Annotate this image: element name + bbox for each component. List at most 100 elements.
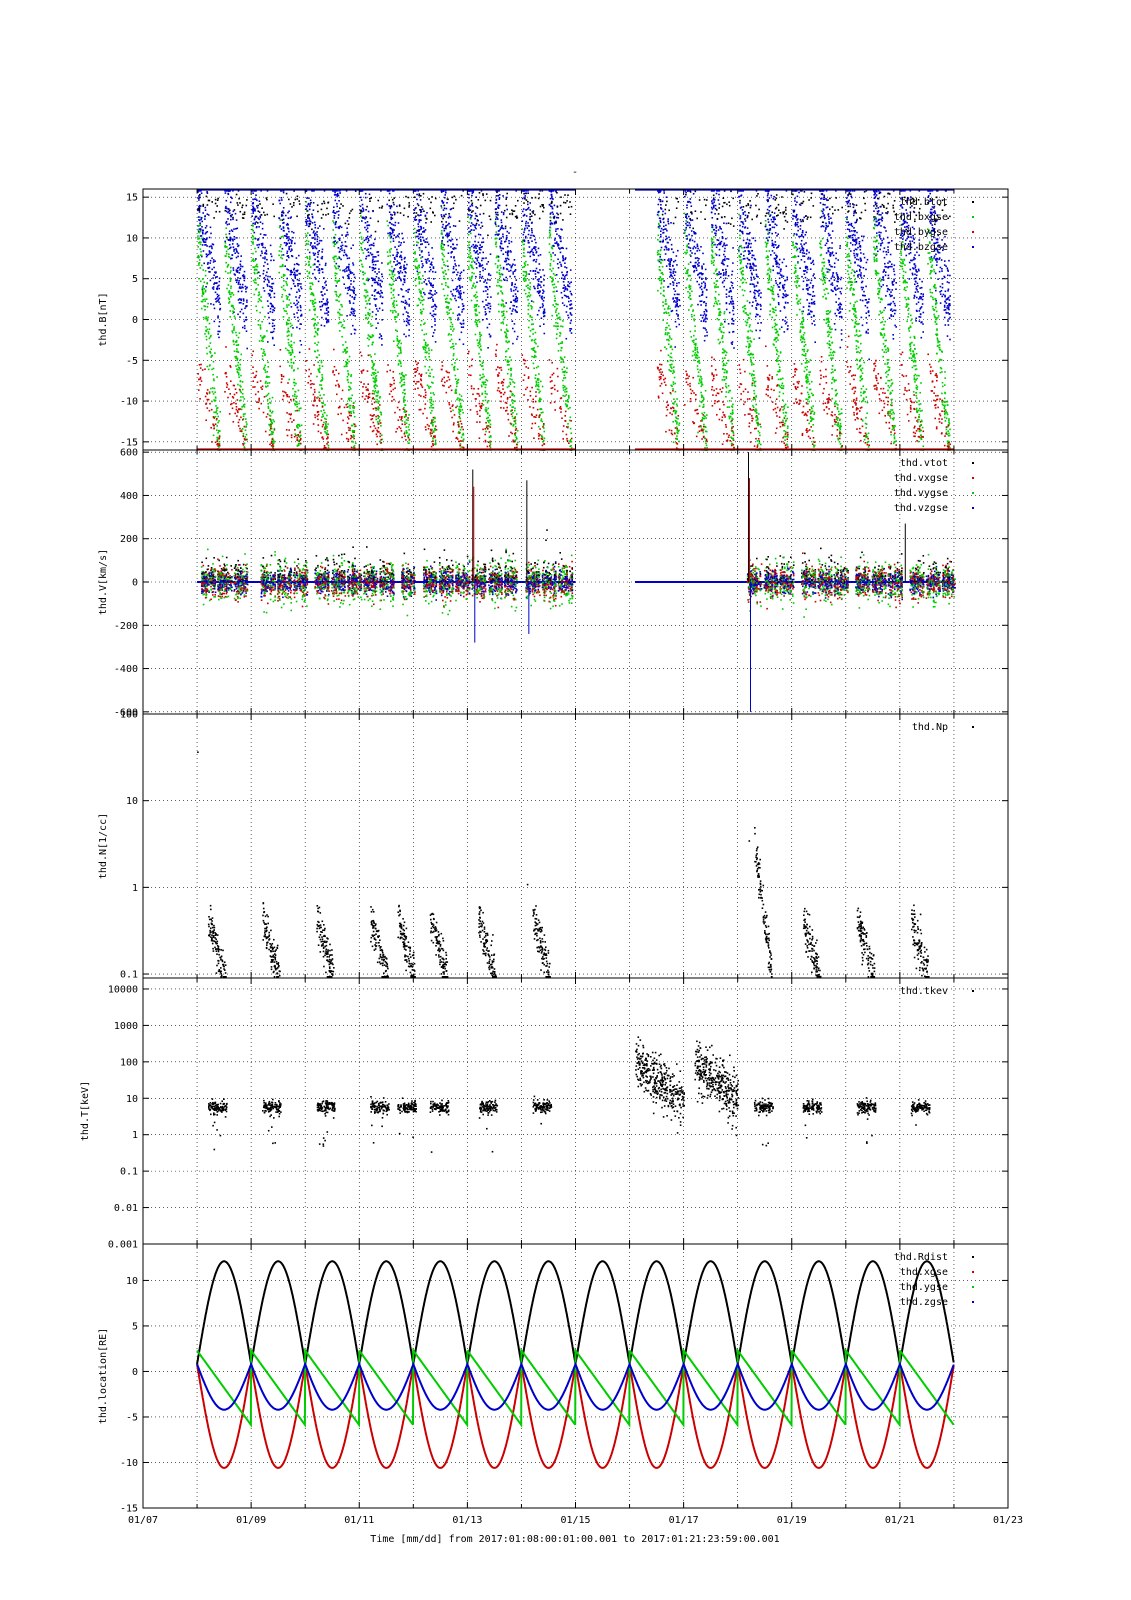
point-bxgse bbox=[401, 374, 404, 377]
point-bxgse bbox=[469, 249, 471, 251]
point-bzgse bbox=[244, 307, 246, 310]
point-bxgse bbox=[429, 375, 431, 378]
point-bxgse bbox=[391, 278, 394, 281]
point-bygse bbox=[242, 418, 244, 421]
point-bzgse bbox=[273, 324, 276, 327]
point-bxgse bbox=[237, 366, 240, 369]
point-bxgse bbox=[440, 244, 443, 246]
point-bxgse bbox=[429, 433, 432, 435]
point-bzgse bbox=[534, 238, 536, 241]
point-bzgse bbox=[282, 226, 285, 228]
point-bxgse bbox=[372, 380, 375, 383]
point-bzgse bbox=[495, 213, 498, 216]
point-bxgse bbox=[311, 292, 313, 294]
point-btot bbox=[402, 214, 405, 217]
point-bzgse bbox=[447, 252, 450, 254]
point-bxgse bbox=[444, 298, 447, 300]
point-bxgse bbox=[521, 241, 524, 243]
point-bzgse bbox=[392, 270, 395, 273]
point-bxgse bbox=[483, 375, 485, 378]
point-bxgse bbox=[232, 310, 234, 312]
point-bzgse bbox=[205, 253, 208, 255]
point-bzgse bbox=[450, 290, 452, 293]
point-bxgse bbox=[206, 318, 208, 320]
point-bzgse bbox=[216, 287, 218, 290]
point-btot bbox=[453, 202, 455, 205]
point-bzgse bbox=[487, 278, 489, 281]
point-bzgse bbox=[408, 298, 411, 300]
point-bxgse bbox=[236, 348, 238, 350]
point-bxgse bbox=[485, 430, 487, 433]
point-bxgse bbox=[290, 353, 292, 356]
point-bxgse bbox=[467, 233, 470, 236]
point-bzgse bbox=[408, 323, 410, 326]
point-bxgse bbox=[468, 250, 471, 252]
point-bygse bbox=[316, 397, 318, 399]
point-bxgse bbox=[470, 264, 473, 267]
point-bygse bbox=[353, 423, 356, 426]
point-bxgse bbox=[211, 387, 214, 389]
point-bxgse bbox=[429, 385, 432, 388]
point-bzgse bbox=[232, 246, 235, 248]
point-bxgse bbox=[513, 423, 515, 426]
point-bzgse bbox=[326, 302, 329, 304]
point-bxgse bbox=[348, 355, 351, 358]
point-bxgse bbox=[456, 383, 458, 385]
point-bxgse bbox=[457, 432, 460, 434]
point-bygse bbox=[289, 417, 292, 420]
point-bxgse bbox=[366, 303, 368, 305]
point-bxgse bbox=[381, 438, 383, 441]
point-bxgse bbox=[233, 308, 236, 310]
point-bygse bbox=[431, 420, 433, 422]
point-bygse bbox=[228, 413, 231, 415]
point-btot bbox=[257, 222, 259, 224]
point-bxgse bbox=[339, 321, 341, 323]
point-bygse bbox=[291, 421, 293, 423]
point-bzgse bbox=[425, 262, 428, 264]
point-bzgse bbox=[204, 241, 207, 243]
point-bzgse bbox=[213, 320, 216, 323]
point-bygse bbox=[235, 392, 238, 394]
point-bygse bbox=[475, 405, 477, 407]
point-bzgse bbox=[369, 247, 372, 250]
point-bxgse bbox=[376, 421, 379, 423]
point-bxgse bbox=[502, 303, 504, 305]
point-bzgse bbox=[367, 210, 370, 213]
point-bxgse bbox=[307, 275, 309, 278]
point-bygse bbox=[233, 402, 235, 404]
point-bzgse bbox=[498, 204, 501, 207]
point-bzgse bbox=[335, 226, 337, 229]
point-bxgse bbox=[478, 321, 481, 323]
point-bzgse bbox=[398, 275, 400, 278]
point-bxgse bbox=[298, 425, 301, 427]
point-bzgse bbox=[335, 190, 337, 192]
point-bygse bbox=[379, 422, 382, 424]
point-bzgse bbox=[237, 299, 240, 301]
point-bxgse bbox=[241, 428, 244, 430]
point-bxgse bbox=[530, 323, 533, 326]
point-bygse bbox=[316, 415, 319, 417]
point-bygse bbox=[534, 422, 537, 425]
point-bxgse bbox=[426, 384, 429, 387]
point-bzgse bbox=[467, 213, 469, 216]
point-bxgse bbox=[419, 249, 421, 251]
point-bzgse bbox=[537, 292, 540, 295]
point-bzgse bbox=[542, 304, 544, 307]
point-bxgse bbox=[482, 382, 485, 385]
point-bxgse bbox=[350, 382, 352, 384]
point-bxgse bbox=[271, 432, 274, 435]
point-btot bbox=[257, 210, 260, 212]
point-bzgse bbox=[287, 255, 290, 257]
point-bzgse bbox=[360, 199, 363, 201]
point-bxgse bbox=[239, 384, 241, 387]
point-bxgse bbox=[417, 297, 420, 300]
point-bzgse bbox=[445, 191, 447, 194]
point-bygse bbox=[333, 374, 336, 376]
point-bxgse bbox=[233, 343, 235, 346]
point-btot bbox=[415, 215, 417, 218]
point-bzgse bbox=[208, 251, 211, 253]
point-bxgse bbox=[471, 287, 473, 289]
point-bzgse bbox=[392, 237, 395, 240]
point-bxgse bbox=[207, 331, 210, 333]
point-bzgse bbox=[201, 226, 203, 228]
